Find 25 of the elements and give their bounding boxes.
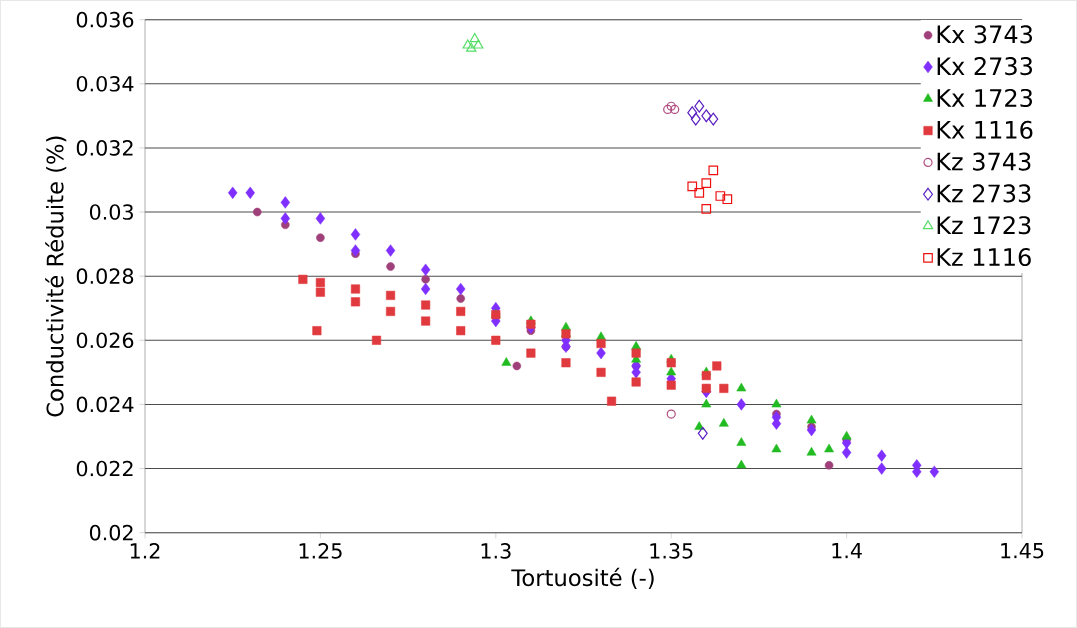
legend-label: Kz 1116	[937, 247, 1031, 267]
y-tick-label: 0.02	[89, 524, 133, 541]
legend-label: Kz 2733	[937, 184, 1031, 203]
x-tick-label: 1.3	[481, 543, 511, 559]
y-axis-title: Conductivité Réduite (%)	[45, 136, 67, 417]
x-tick-label: 1.45	[1001, 543, 1044, 559]
y-tick-label: 0.036	[76, 11, 134, 28]
y-tick-label: 0.024	[76, 396, 134, 413]
legend-label: Kz 1723	[937, 216, 1031, 235]
x-tick-label: 1.25	[299, 543, 342, 559]
y-tick-label: 0.022	[76, 460, 133, 477]
legend-label: Kz 3743	[937, 152, 1031, 171]
y-tick-label: 0.026	[76, 332, 134, 349]
y-tick-label: 0.034	[76, 75, 134, 92]
x-axis-title: Tortuosité (-)	[511, 567, 654, 589]
legend-label: Kx 3743	[937, 25, 1032, 44]
x-tick-label: 1.4	[832, 543, 862, 559]
x-tick-label: 1.35	[650, 543, 693, 559]
y-tick-label: 0.03	[89, 204, 133, 220]
x-tick-label: 1.2	[130, 543, 160, 559]
legend-label: Kx 1723	[937, 88, 1032, 108]
y-tick-label: 0.028	[76, 268, 134, 284]
legend-label: Kx 2733	[937, 57, 1032, 76]
y-tick-label: 0.032	[76, 140, 133, 156]
legend-label: Kx 1116	[937, 120, 1033, 139]
